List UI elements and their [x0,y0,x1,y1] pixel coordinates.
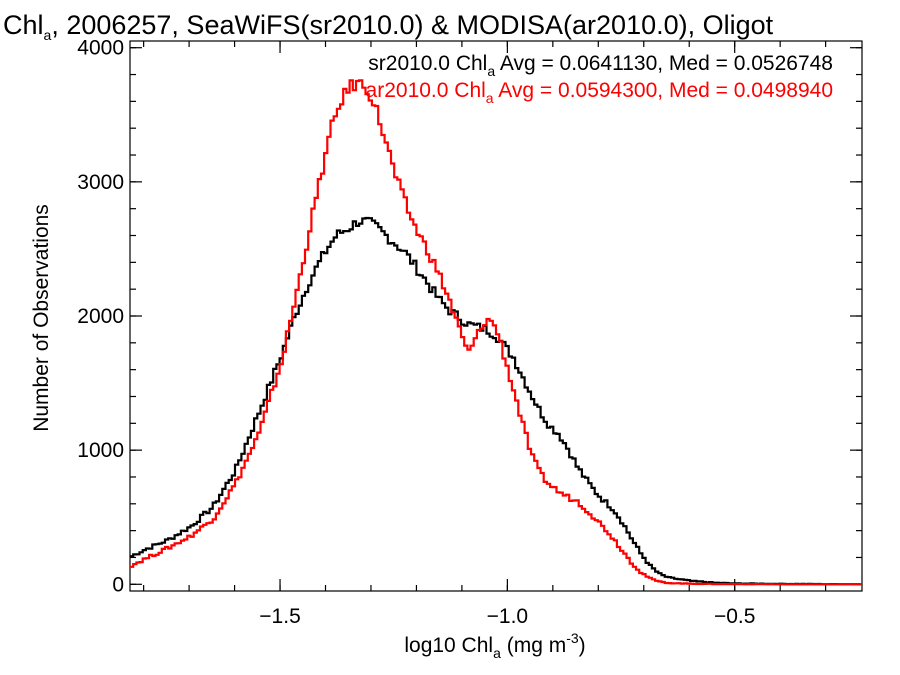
legend-entry-ar2010: ar2010.0 Chla Avg = 0.0594300, Med = 0.0… [366,79,833,106]
axis-tick-labels: −1.5 −1.0 −0.5 0 1000 2000 3000 4000 [77,37,755,628]
legend-sr2010-rest: Avg = 0.0641130, Med = 0.0526748 [495,52,833,75]
legend-entry-sr2010: sr2010.0 Chla Avg = 0.0641130, Med = 0.0… [368,52,833,79]
x-axis-label-subscript: a [493,645,501,661]
series-line-sr2010 [130,216,862,586]
plot-frame [129,40,863,592]
legend-sr2010-subscript: a [487,63,495,79]
x-axis-label: log10 Chla (mg m-3) [404,630,585,661]
x-tick-label: −1.5 [259,605,300,628]
y-tick-label: 3000 [77,171,124,194]
chart-title-rest: , 2006257, SeaWiFS(sr2010.0) & MODISA(ar… [51,10,773,40]
legend-ar2010-prefix: ar2010.0 Chl [366,79,486,102]
chart-title: Chla, 2006257, SeaWiFS(sr2010.0) & MODIS… [3,10,774,43]
series-line-ar2010 [130,79,862,586]
x-axis-label-prefix: log10 Chl [404,634,493,657]
legend-ar2010-subscript: a [486,90,494,106]
y-tick-label: 0 [112,573,124,596]
x-axis-label-units: (mg m [501,634,566,657]
chart-title-prefix: Chl [3,10,44,40]
series-group [130,79,862,586]
legend-sr2010-prefix: sr2010.0 Chl [368,52,487,75]
x-axis-label-close: ) [579,634,586,657]
x-tick-label: −0.5 [714,605,755,628]
chart-title-subscript: a [44,27,52,43]
y-tick-label: 2000 [77,305,124,328]
y-tick-label: 1000 [77,439,124,462]
y-tick-label: 4000 [77,37,124,60]
x-tick-label: −1.0 [487,605,528,628]
y-axis-label: Number of Observations [30,204,53,432]
axis-ticks [130,41,862,591]
x-axis-label-superscript: -3 [566,630,579,646]
legend-ar2010-rest: Avg = 0.0594300, Med = 0.0498940 [494,79,833,102]
